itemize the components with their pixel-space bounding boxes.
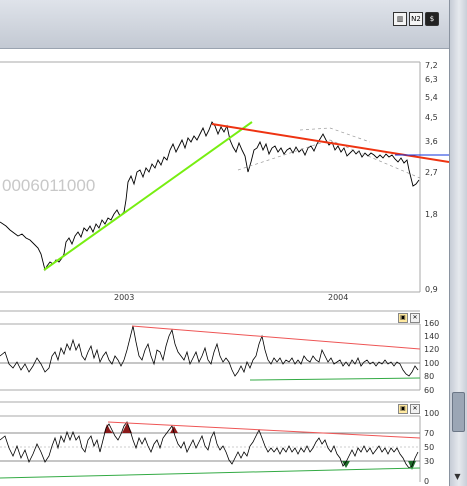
indicator1-tick-label: 80 [424, 372, 434, 381]
scrollbar-thumb[interactable] [452, 392, 465, 432]
indicator2-tick-label: 100 [424, 409, 439, 418]
indicator1-axis: 160 140 120 100 80 60 [424, 319, 439, 395]
price-tick-label: 2,7 [425, 168, 438, 177]
price-tick-label: 6,3 [425, 75, 438, 84]
overbought-fill [122, 423, 132, 433]
oversold-fill [342, 461, 350, 468]
indicator2-tick-label: 70 [424, 429, 434, 438]
indicator2-close-icon[interactable]: ✕ [410, 404, 420, 414]
indicator2-line [0, 421, 419, 469]
dollar-icon[interactable]: $ [425, 12, 439, 26]
chart-canvas: 0006011000 7,2 6,3 5,4 4,5 3,6 2,7 1,8 0… [0, 61, 449, 486]
vertical-scrollbar[interactable] [449, 0, 467, 486]
indicator1-close-icon[interactable]: ✕ [410, 313, 420, 323]
price-line [0, 121, 420, 272]
channel-line [237, 139, 421, 179]
chart-watermark: 0006011000 [2, 176, 95, 195]
chart-toolbar [0, 0, 449, 49]
indicator1-tick-label: 100 [424, 359, 439, 368]
indicator1-support-line[interactable] [249, 377, 421, 381]
indicator2-axis: 100 70 50 30 0 [424, 409, 439, 486]
indicator2-resistance-line[interactable] [107, 421, 421, 439]
indicator1-resistance-line[interactable] [131, 325, 421, 350]
indicator1-line [0, 325, 419, 377]
price-tick-label: 7,2 [425, 61, 438, 70]
indicator2-tick-label: 50 [424, 443, 434, 452]
indicator2-tick-label: 30 [424, 457, 434, 466]
time-axis: 2003 2004 [114, 293, 348, 302]
overbought-fill [170, 426, 178, 433]
n2-icon[interactable]: N2 [409, 12, 423, 26]
time-tick-label: 2004 [328, 293, 348, 302]
price-tick-label: 0,9 [425, 285, 438, 294]
indicator2-tick-label: 0 [424, 477, 429, 486]
time-tick-label: 2003 [114, 293, 134, 302]
indicator1-settings-icon[interactable]: ▣ [398, 313, 408, 323]
uptrend-line[interactable] [43, 121, 253, 271]
price-tick-label: 1,8 [425, 210, 438, 219]
indicator1-tick-label: 120 [424, 345, 439, 354]
indicator2-support-line[interactable] [0, 467, 421, 479]
price-axis: 7,2 6,3 5,4 4,5 3,6 2,7 1,8 0,9 [425, 61, 438, 294]
indicator2-settings-icon[interactable]: ▣ [398, 404, 408, 414]
indicator1-tick-label: 160 [424, 319, 439, 328]
price-tick-label: 3,6 [425, 137, 438, 146]
downtrend-line[interactable] [211, 123, 449, 163]
scroll-down-icon[interactable]: ▼ [454, 472, 461, 481]
indicator1-tick-label: 140 [424, 332, 439, 341]
price-tick-label: 5,4 [425, 93, 438, 102]
overbought-fill [104, 424, 113, 433]
indicator1-tick-label: 60 [424, 386, 434, 395]
channel-line [299, 127, 371, 143]
price-tick-label: 4,5 [425, 113, 438, 122]
bar-chart-icon[interactable]: ▥ [393, 12, 407, 26]
